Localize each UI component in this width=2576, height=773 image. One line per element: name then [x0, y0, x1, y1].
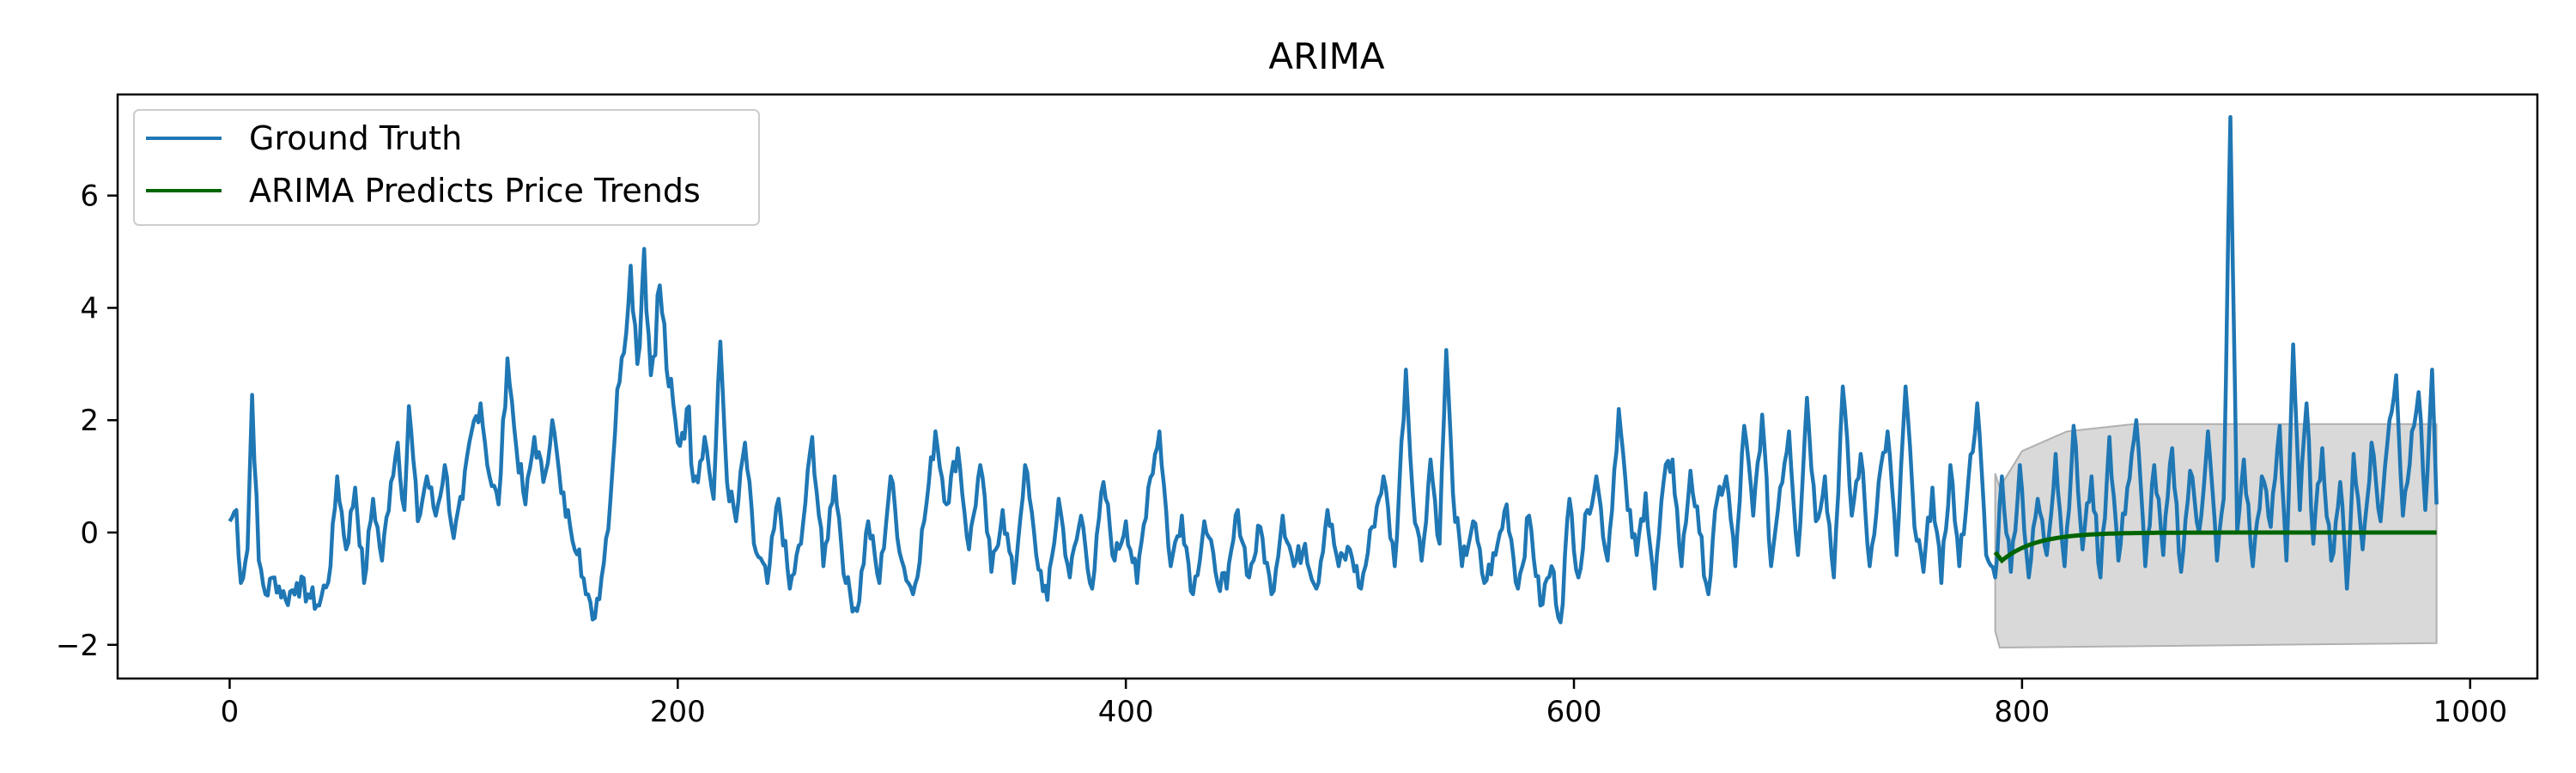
plot-area: [228, 114, 2439, 649]
chart-title: ARIMA: [1268, 35, 1385, 77]
x-tick-label: 200: [650, 695, 706, 729]
x-tick-label: 600: [1546, 695, 1602, 729]
x-tick-label: 0: [221, 695, 240, 729]
series-ground-truth: [228, 114, 2439, 624]
x-tick-label: 400: [1098, 695, 1154, 729]
x-tick-label: 800: [1994, 695, 2050, 729]
axes: 0 200 400 600 800 1000 −2 0 2 4 6: [56, 93, 2539, 729]
plot-frame: [116, 93, 2539, 680]
series-arima-prediction: [1993, 530, 2437, 564]
y-tick-label: 2: [80, 404, 99, 438]
y-tick-label: 0: [80, 516, 99, 551]
y-tick-label: 6: [80, 180, 99, 214]
legend-label-ground-truth: Ground Truth: [249, 119, 462, 157]
legend-frame: [133, 109, 760, 226]
y-tick-label: 4: [80, 291, 99, 326]
y-tick-label: −2: [56, 629, 99, 663]
legend-label-prediction: ARIMA Predicts Price Trends: [249, 172, 701, 210]
legend: Ground Truth ARIMA Predicts Price Trends: [133, 109, 760, 226]
x-tick-label: 1000: [2433, 695, 2507, 729]
